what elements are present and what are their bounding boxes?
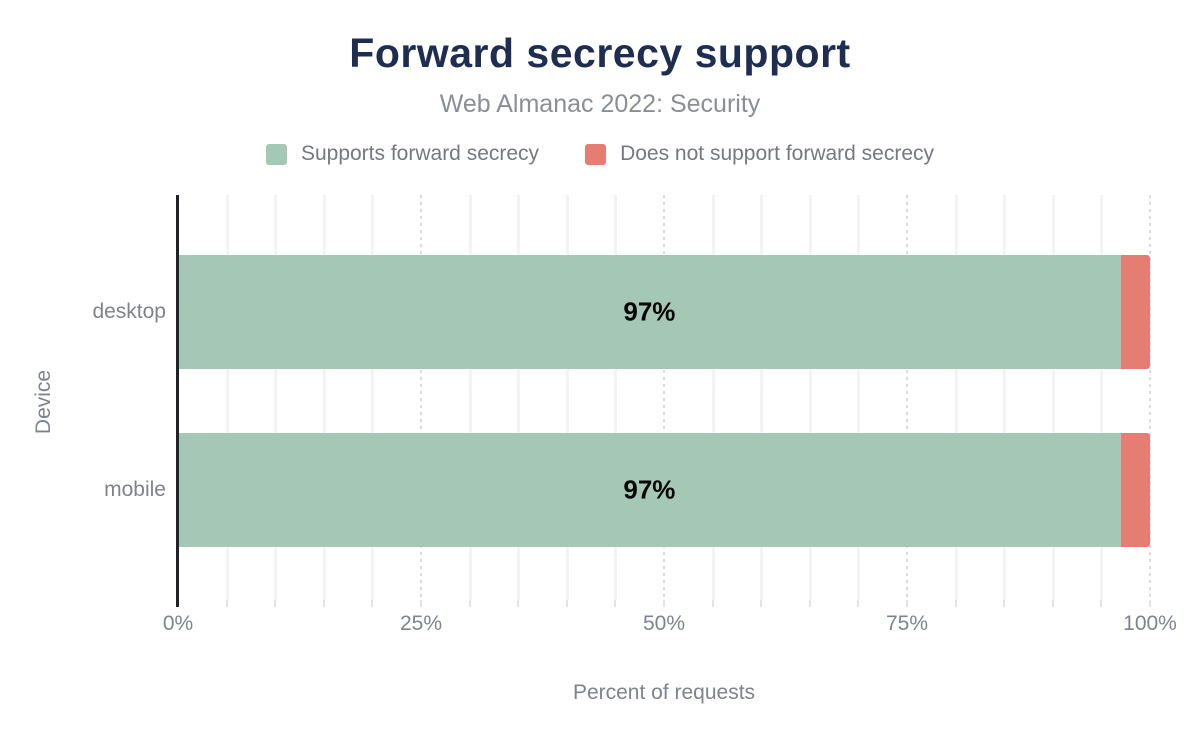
x-axis-tick: [906, 600, 908, 607]
x-axis-title: Percent of requests: [572, 681, 756, 704]
minor-gridline: [1100, 195, 1104, 600]
bar-value-label-mobile: 97%: [623, 474, 676, 505]
x-axis-tick: [322, 600, 325, 607]
y-tick-label-mobile: mobile: [104, 478, 166, 501]
minor-gridline: [517, 195, 521, 600]
legend-label-supports: Supports forward secrecy: [300, 142, 540, 165]
minor-gridline: [954, 195, 958, 600]
legend-swatch-does-not-support-icon: [585, 143, 607, 165]
bar-segment-desktop-does-not-support: [1120, 255, 1150, 369]
major-gridline: [906, 195, 908, 600]
y-axis-title: Device: [32, 369, 55, 435]
legend-item-supports: Supports forward secrecy: [265, 142, 540, 166]
major-gridline: [420, 195, 422, 600]
x-tick-label-50: 50%: [642, 612, 686, 635]
y-tick-label-desktop: desktop: [92, 300, 166, 323]
x-tick-label-100: 100%: [1123, 612, 1177, 635]
x-axis-tick: [565, 600, 568, 607]
minor-gridline: [711, 195, 715, 600]
minor-gridline: [808, 195, 812, 600]
x-axis-tick: [1051, 600, 1054, 607]
x-axis-tick: [371, 600, 374, 607]
bar-segment-desktop-supports: [178, 255, 1121, 369]
minor-gridline: [760, 195, 764, 600]
x-axis-tick: [1100, 600, 1103, 607]
x-tick-label-25: 25%: [399, 612, 443, 635]
x-axis-tick: [1149, 600, 1151, 607]
bar-row-mobile: [178, 433, 1150, 547]
bar-value-label-desktop: 97%: [623, 296, 676, 327]
minor-gridline: [468, 195, 472, 600]
major-gridline: [663, 195, 665, 600]
x-tick-label-75: 75%: [885, 612, 929, 635]
legend: Supports forward secrecy Does not suppor…: [0, 142, 1200, 166]
minor-gridline: [274, 195, 278, 600]
legend-item-does-not-support: Does not support forward secrecy: [585, 142, 934, 166]
x-axis-tick: [517, 600, 520, 607]
x-axis-tick: [614, 600, 617, 607]
x-tick-label-0: 0%: [162, 612, 194, 635]
x-axis-tick: [663, 600, 665, 607]
x-axis-tick: [857, 600, 860, 607]
minor-gridline: [565, 195, 569, 600]
legend-swatch-supports-icon: [265, 143, 287, 165]
bar-segment-mobile-supports: [178, 433, 1121, 547]
x-axis-tick: [954, 600, 957, 607]
x-axis-tick: [468, 600, 471, 607]
x-axis-tick: [711, 600, 714, 607]
minor-gridline: [225, 195, 229, 600]
x-axis-tick: [420, 600, 422, 607]
x-axis-tick: [760, 600, 763, 607]
minor-gridline: [614, 195, 618, 600]
minor-gridline: [857, 195, 861, 600]
x-axis-tick: [808, 600, 811, 607]
x-axis-tick: [274, 600, 277, 607]
y-axis-line: [176, 195, 179, 607]
minor-gridline: [1003, 195, 1007, 600]
major-gridline: [1149, 195, 1151, 600]
minor-gridline: [371, 195, 375, 600]
plot-area: [176, 195, 1151, 607]
minor-gridline: [322, 195, 326, 600]
bar-row-desktop: [178, 255, 1150, 369]
chart-subtitle: Web Almanac 2022: Security: [439, 90, 761, 118]
chart-title: Forward secrecy support: [349, 30, 851, 76]
legend-label-does-not-support: Does not support forward secrecy: [620, 142, 935, 165]
bar-segment-mobile-does-not-support: [1120, 433, 1150, 547]
minor-gridline: [1051, 195, 1055, 600]
x-axis-tick: [1003, 600, 1006, 607]
x-axis-tick: [225, 600, 228, 607]
